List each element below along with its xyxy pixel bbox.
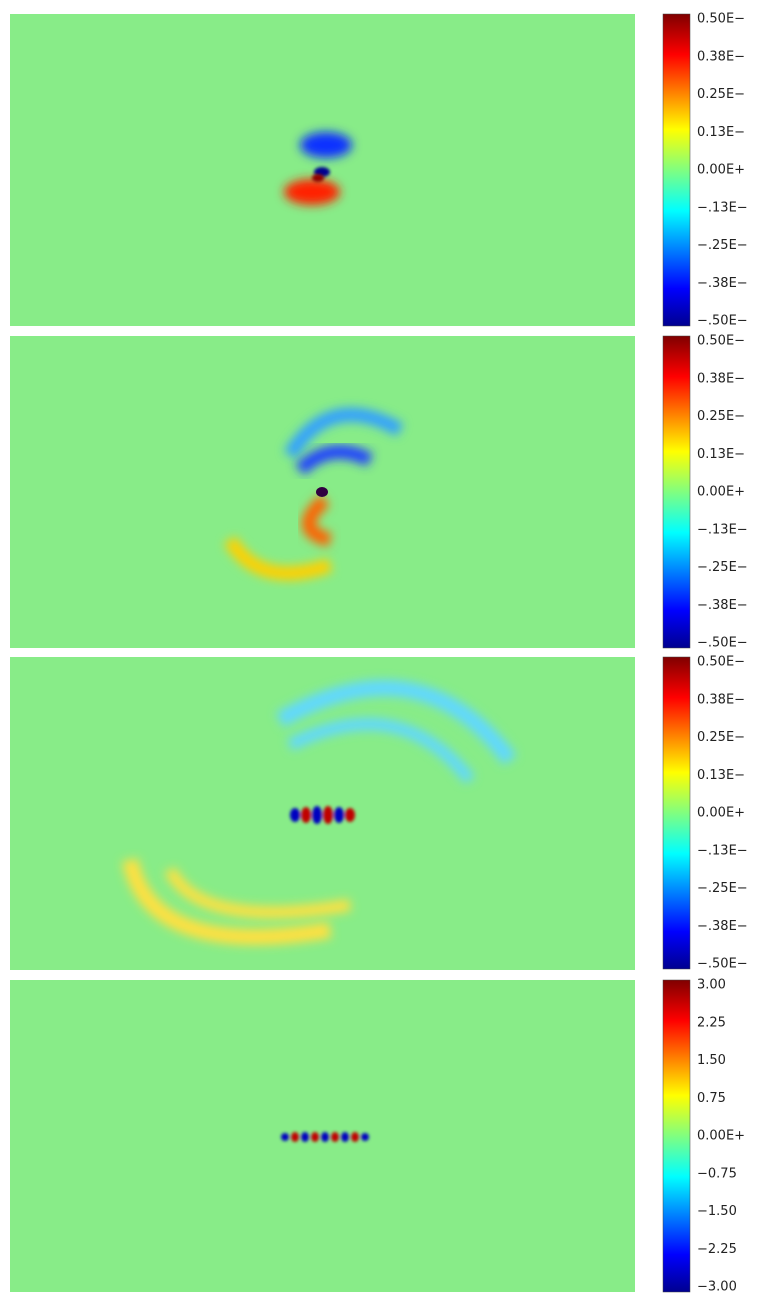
colorbar-label: −2.25: [697, 1242, 737, 1257]
colorbar-label: 0.50E−: [697, 12, 745, 27]
colorbar-label: −0.75: [697, 1166, 737, 1181]
colorbar-label: −.50E−: [697, 314, 748, 329]
colorbar-label: 0.25E−: [697, 87, 745, 102]
field-panel: [10, 980, 635, 1292]
colorbar-label: −.50E−: [697, 957, 748, 972]
colorbar: [662, 335, 691, 649]
field-panel: [10, 657, 635, 970]
colorbar-label: 1.50: [697, 1053, 726, 1068]
colorbar-label: −.13E−: [697, 843, 748, 858]
colorbar-label: −.13E−: [697, 200, 748, 215]
colorbar-label: 0.50E−: [697, 655, 745, 670]
colorbar-label: 0.00E+: [697, 163, 745, 178]
colorbar: [662, 979, 691, 1293]
colorbar: [662, 13, 691, 327]
field-panel: [10, 336, 635, 648]
colorbar-label: 0.00E+: [697, 485, 745, 500]
colorbar-label: 0.13E−: [697, 768, 745, 783]
colorbar-label: 0.38E−: [697, 49, 745, 64]
colorbar: [662, 656, 691, 970]
colorbar-label: −.38E−: [697, 919, 748, 934]
colorbar-label: 0.25E−: [697, 730, 745, 745]
colorbar-label: −.50E−: [697, 636, 748, 651]
colorbar-label: 2.25: [697, 1015, 726, 1030]
colorbar-label: −.38E−: [697, 276, 748, 291]
colorbar-label: 0.25E−: [697, 409, 745, 424]
colorbar-label: −.38E−: [697, 598, 748, 613]
colorbar-label: −.25E−: [697, 238, 748, 253]
colorbar-label: 0.38E−: [697, 371, 745, 386]
colorbar-label: 3.00: [697, 978, 726, 993]
colorbar-label: 0.13E−: [697, 447, 745, 462]
colorbar-label: −.25E−: [697, 881, 748, 896]
colorbar-label: −.25E−: [697, 560, 748, 575]
field-panel: [10, 14, 635, 326]
colorbar-label: −3.00: [697, 1280, 737, 1295]
colorbar-label: 0.13E−: [697, 125, 745, 140]
colorbar-label: 0.38E−: [697, 692, 745, 707]
colorbar-label: 0.75: [697, 1091, 726, 1106]
colorbar-label: −.13E−: [697, 522, 748, 537]
colorbar-label: 0.00E+: [697, 1129, 745, 1144]
colorbar-label: 0.00E+: [697, 806, 745, 821]
colorbar-label: 0.50E−: [697, 334, 745, 349]
colorbar-label: −1.50: [697, 1204, 737, 1219]
